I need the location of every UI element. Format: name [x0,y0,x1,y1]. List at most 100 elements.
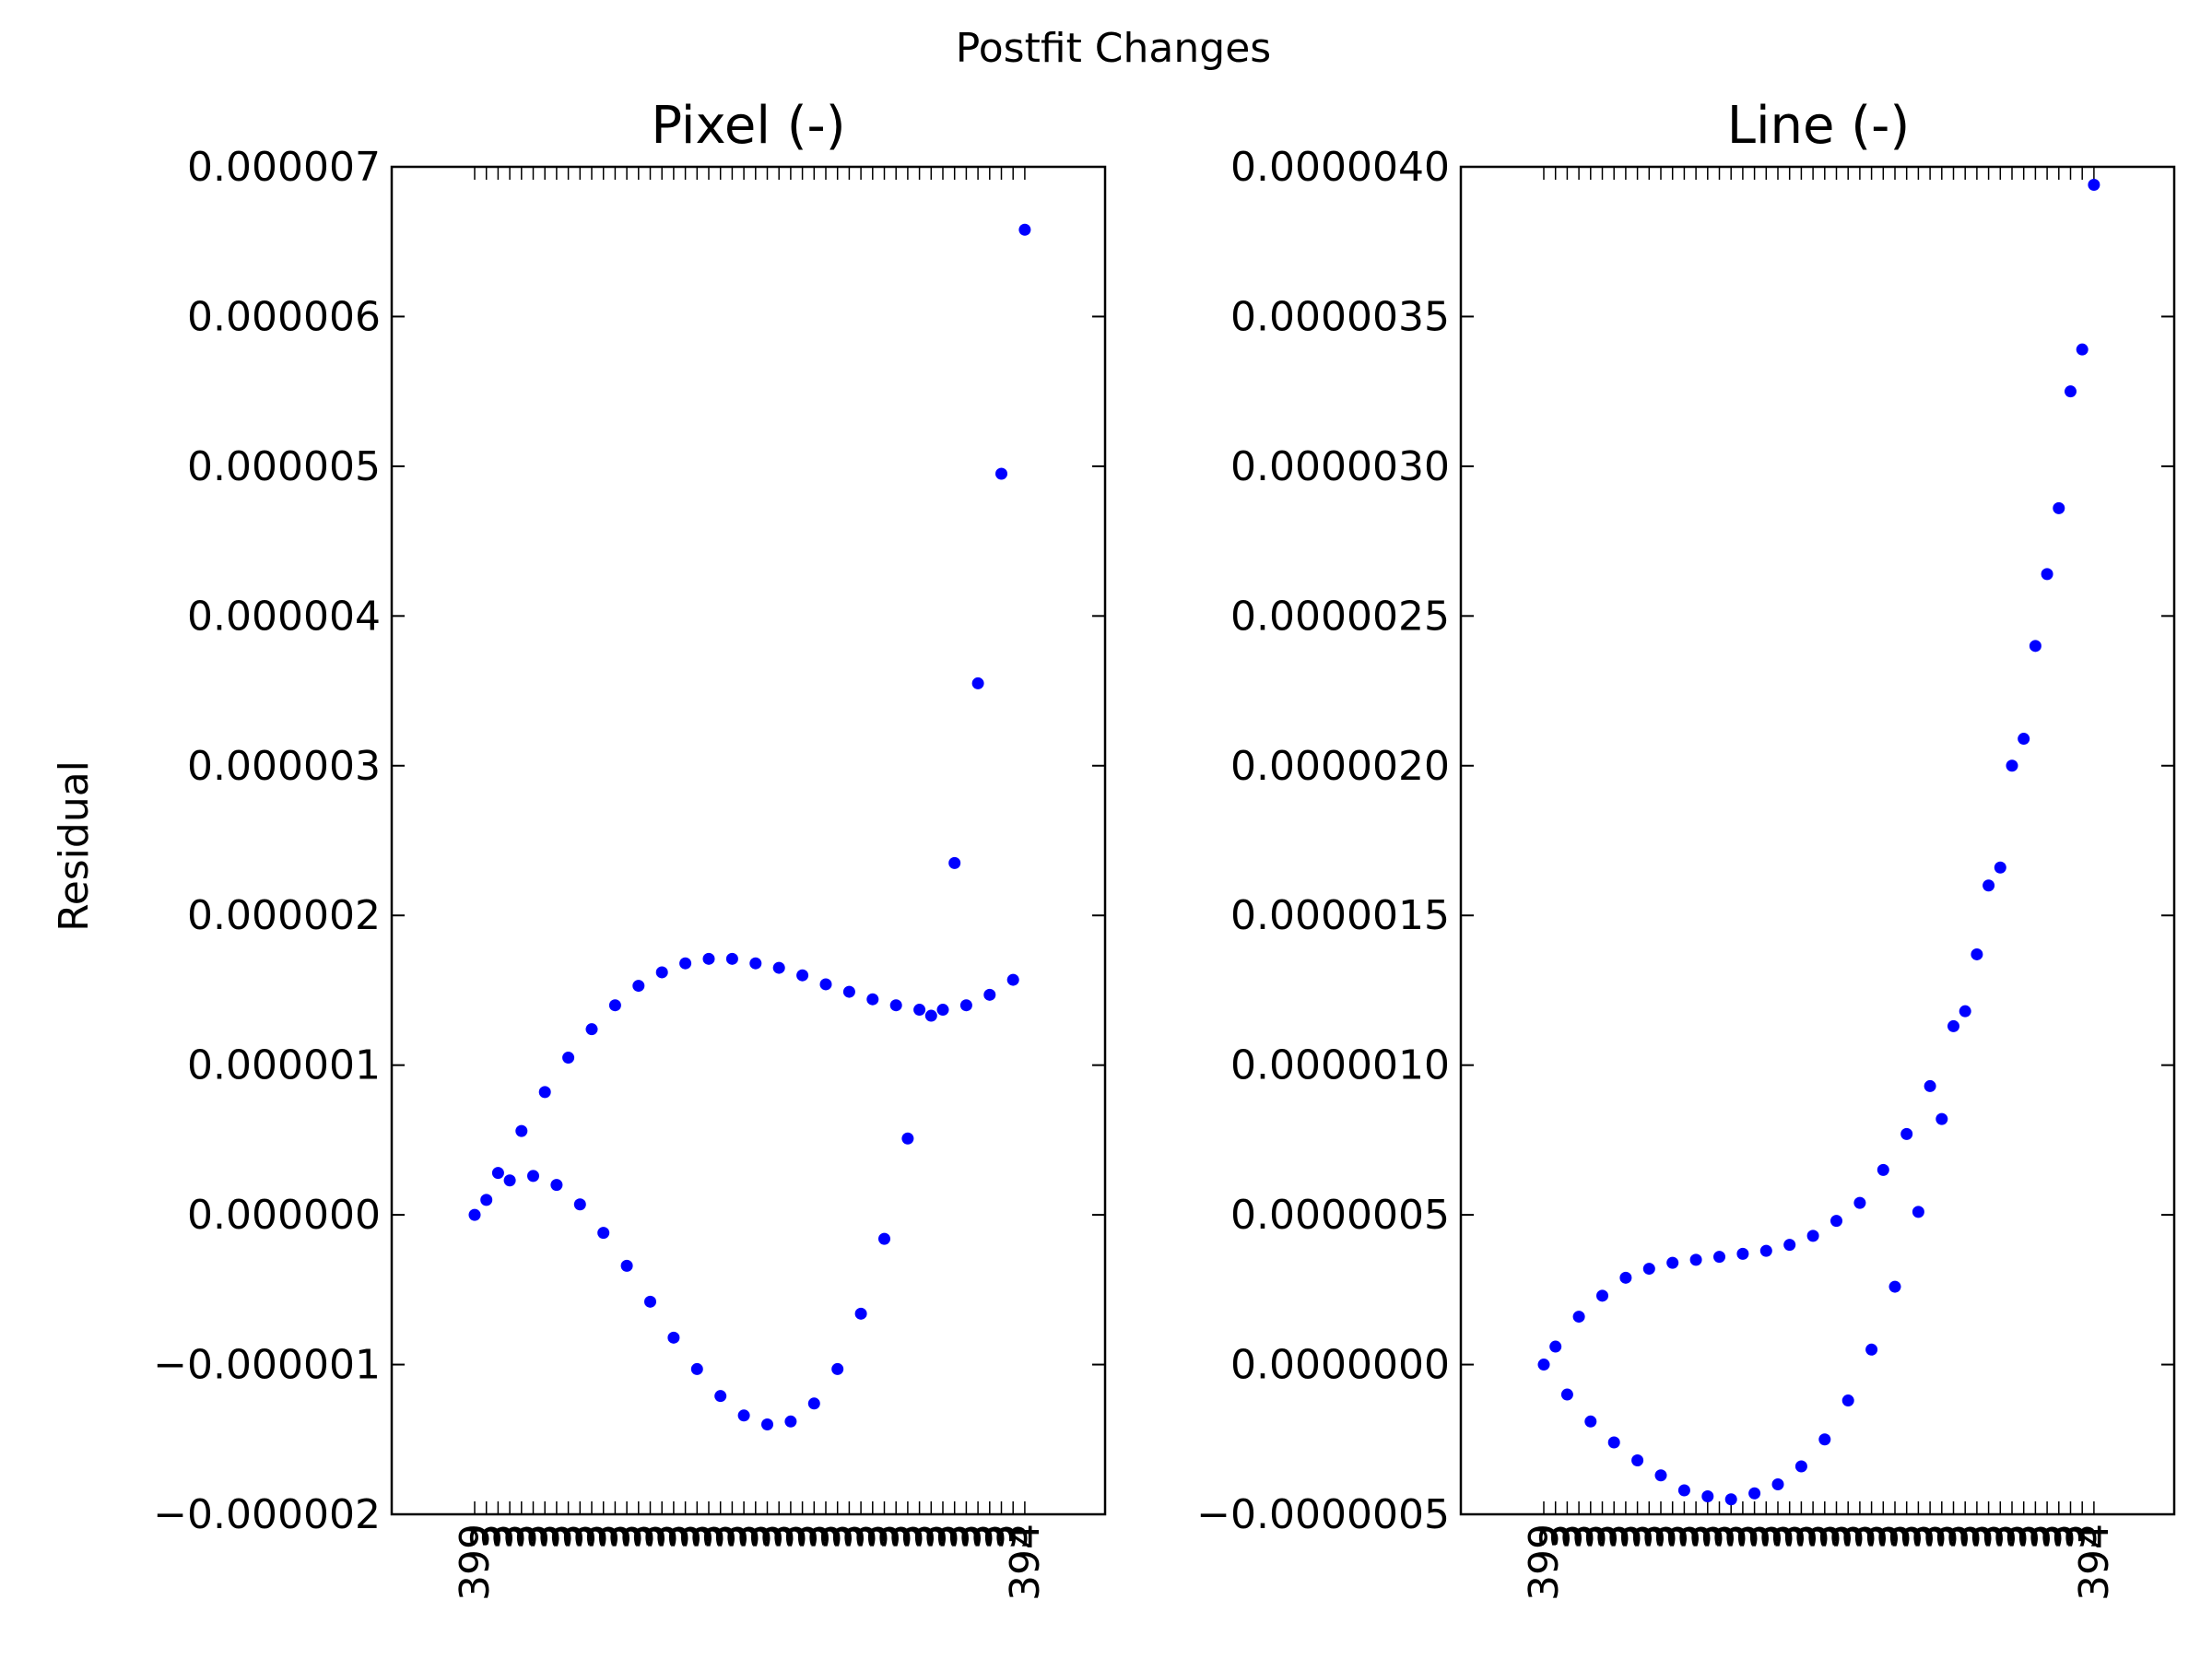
pixel-data-point [538,1086,551,1099]
pixel-x-tick-label: 3 [990,1524,1037,1549]
pixel-data-point [585,1023,598,1036]
pixel-data-point [831,1362,844,1375]
pixel-data-point [1018,223,1031,236]
pixel-x-tick-label: 3 [569,1524,616,1549]
line-x-tick-label: 3 [2012,1524,2059,1549]
line-data-point [2076,343,2088,356]
line-x-tick-label: 3 [1626,1524,1673,1549]
pixel-y-tick-label: 0.000007 [187,144,381,191]
line-x-tick-label: 3 [1638,1524,1685,1549]
line-panel-title: Line (-) [1727,96,1910,156]
line-data-point [1900,1127,1913,1140]
pixel-x-tick-label: 3 [756,1524,803,1549]
line-x-tick-label: 3 [1802,1524,1849,1549]
pixel-x-tick-label: 3 [967,1524,1014,1549]
pixel-x-tick-label: 3 [873,1524,920,1549]
pixel-data-point [515,1124,528,1137]
figure-suptitle: Postfit Changes [956,25,1271,72]
line-x-tick-label: 3 [1650,1524,1697,1549]
line-data-point [1631,1454,1644,1467]
line-data-point [1841,1394,1854,1407]
pixel-x-tick-label: 3 [557,1524,604,1549]
line-data-point [1912,1206,1924,1218]
line-x-tick-label: 3 [1615,1524,1662,1549]
pixel-x-tick-label: 3 [709,1524,756,1549]
line-data-point [1677,1484,1690,1497]
line-x-tick-label: 3 [1544,1524,1591,1549]
line-x-tick-label: 3 [1814,1524,1861,1549]
pixel-data-point [889,999,902,1012]
line-data-point [1736,1247,1749,1260]
pixel-data-point [971,677,984,689]
line-x-tick-label: 3 [1661,1524,1708,1549]
pixel-data-point [842,985,855,998]
line-data-point [1947,1019,1959,1032]
line-data-point [1853,1196,1866,1209]
line-x-tick-label: 3 [2059,1524,2106,1549]
pixel-data-point [503,1174,516,1187]
pixel-data-point [796,969,809,982]
line-data-point [1936,1112,1948,1125]
pixel-x-tick-label: 399 [452,1524,499,1601]
pixel-x-tick-label: 3 [780,1524,827,1549]
pixel-data-point [936,1004,949,1017]
pixel-x-tick-label: 3 [815,1524,862,1549]
line-data-point [1713,1251,1725,1264]
line-data-point [1619,1271,1632,1284]
pixel-x-tick-label: 3 [604,1524,651,1549]
line-x-tick-label: 3 [1954,1524,2001,1549]
line-data-point [1759,1244,1772,1257]
pixel-y-tick-label: −0.000001 [153,1342,381,1389]
pixel-x-tick-label: 3 [838,1524,885,1549]
line-data-point [2006,759,2018,772]
pixel-data-point [1006,973,1019,986]
pixel-data-point [550,1179,563,1192]
line-x-tick-label: 3 [1919,1524,1966,1549]
pixel-y-tick-label: 0.000001 [187,1042,381,1089]
pixel-data-point [761,1418,773,1431]
line-data-point [1584,1415,1597,1428]
line-x-tick-label: 399 [1521,1524,1568,1601]
pixel-x-tick-label: 3 [592,1524,639,1549]
line-y-tick-label: 0.0000005 [1230,1192,1450,1239]
pixel-data-point [749,957,762,970]
line-data-point [1865,1343,1878,1356]
pixel-y-tick-label: 0.000003 [187,743,381,790]
pixel-data-point [878,1232,890,1245]
line-x-tick-label: 3 [1568,1524,1615,1549]
line-x-tick-label: 3 [1942,1524,1989,1549]
pixel-x-tick-label: 3 [651,1524,698,1549]
pixel-data-point [959,999,972,1012]
line-x-tick-label: 3 [1580,1524,1627,1549]
pixel-x-tick-label: 3 [955,1524,1002,1549]
line-x-tick-label: 3 [1966,1524,2013,1549]
pixel-data-point [573,1198,586,1211]
line-x-tick-label: 3 [1837,1524,1884,1549]
line-data-point [1689,1253,1702,1266]
pixel-x-tick-label: 3 [499,1524,546,1549]
line-plot-frame [1459,165,2176,1516]
pixel-y-tick-label: 0.000004 [187,593,381,640]
line-data-point [1806,1230,1819,1242]
pixel-data-point [468,1208,481,1221]
line-data-point [1783,1239,1796,1252]
line-data-point [1924,1079,1936,1092]
pixel-data-point [913,1004,926,1017]
pixel-data-point [667,1331,680,1344]
pixel-x-tick-label: 3 [897,1524,944,1549]
line-data-point [1877,1163,1889,1176]
pixel-data-point [772,961,785,974]
line-x-tick-label: 3 [1778,1524,1825,1549]
line-x-tick-label: 3 [1907,1524,1954,1549]
pixel-x-tick-label: 3 [534,1524,581,1549]
pixel-data-point [807,1397,820,1410]
pixel-x-tick-labels: 3993333333333333333333333333333333333333… [452,1524,1049,1601]
line-x-tick-label: 3 [1872,1524,1919,1549]
pixel-data-point [995,467,1007,480]
pixel-x-tick-label: 3 [826,1524,873,1549]
pixel-x-tick-label: 3 [663,1524,710,1549]
pixel-x-tick-label: 3 [803,1524,850,1549]
pixel-data-point [597,1227,610,1240]
line-data-point [1771,1478,1784,1491]
